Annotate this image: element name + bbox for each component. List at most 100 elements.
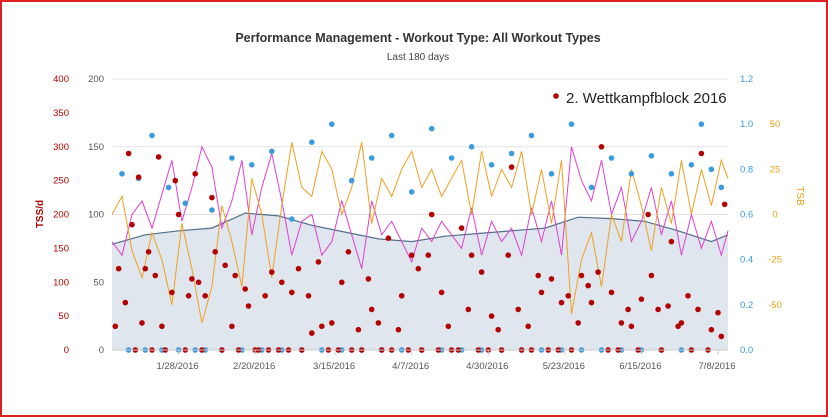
tss-tick-label: 250 xyxy=(53,176,69,187)
tss-point xyxy=(428,211,435,218)
if-point xyxy=(388,132,395,139)
if-point xyxy=(408,189,415,195)
if-tick-label: 1.0 xyxy=(740,119,753,130)
tss-point xyxy=(508,164,515,170)
tss-point xyxy=(315,259,322,265)
tsb-axis-label: TSB xyxy=(794,186,805,206)
if-point xyxy=(628,171,635,177)
tss-point xyxy=(189,276,195,282)
if-tick-label: 0.0 xyxy=(740,345,753,356)
tsb-tick-label: 0 xyxy=(772,210,777,221)
tss-point xyxy=(112,323,119,330)
tss-point xyxy=(135,174,142,180)
if-tick-label: 0.6 xyxy=(740,210,753,221)
if-point xyxy=(668,171,675,177)
tss-point xyxy=(678,320,685,326)
tss-point xyxy=(295,265,302,272)
tss-point xyxy=(202,293,208,299)
tss-point xyxy=(209,194,215,201)
chart-title: Performance Management - Workout Type: A… xyxy=(235,31,600,45)
tss-point xyxy=(608,289,615,296)
tss-point xyxy=(185,293,192,299)
if-point xyxy=(448,155,455,161)
if-tick-label: 0.4 xyxy=(740,255,753,266)
x-tick-label: 6/15/2016 xyxy=(619,361,661,372)
tss-point xyxy=(548,276,555,282)
atl-line xyxy=(111,145,729,269)
tss-point xyxy=(578,272,585,279)
tss-point xyxy=(415,265,422,272)
if-point xyxy=(468,144,475,150)
if-point xyxy=(269,148,275,155)
tss-point xyxy=(665,303,671,309)
x-tick-label: 3/15/2016 xyxy=(313,361,355,372)
tss-point xyxy=(125,150,132,157)
tss-point xyxy=(655,306,661,313)
tss-point xyxy=(339,279,345,286)
main-tick-label: 100 xyxy=(88,210,104,221)
tss-point xyxy=(595,269,601,275)
tss-point xyxy=(262,293,269,299)
tss-axis-label: TSS/d xyxy=(35,200,46,228)
if-point xyxy=(119,171,125,177)
if-point xyxy=(548,171,555,177)
if-point xyxy=(289,216,295,222)
tss-point xyxy=(398,293,405,299)
if-point xyxy=(648,153,655,159)
tss-point xyxy=(242,286,248,292)
tss-point xyxy=(718,333,725,340)
tss-tick-label: 400 xyxy=(53,74,69,85)
tss-point xyxy=(645,211,651,218)
tss-point xyxy=(538,289,545,296)
tss-point xyxy=(588,299,595,306)
chart-subtitle: Last 180 days xyxy=(387,52,449,63)
tss-point xyxy=(375,320,382,326)
if-point xyxy=(608,155,615,161)
tss-point xyxy=(122,299,129,306)
tss-point xyxy=(212,249,218,255)
tss-point xyxy=(355,326,362,333)
tss-tick-label: 100 xyxy=(53,277,69,288)
tss-point xyxy=(155,154,162,160)
tss-point xyxy=(558,299,565,306)
tss-point xyxy=(695,306,701,313)
tss-point xyxy=(488,313,495,319)
tss-point xyxy=(698,150,705,157)
tss-point xyxy=(145,249,152,255)
tsb-tick-label: -50 xyxy=(768,300,782,311)
main-tick-label: 200 xyxy=(88,74,104,85)
main-tick-label: 50 xyxy=(93,277,104,288)
if-point xyxy=(165,184,172,191)
tss-point xyxy=(535,272,541,279)
tss-point xyxy=(468,252,475,258)
if-point xyxy=(309,139,315,145)
tss-point xyxy=(245,303,252,309)
if-point xyxy=(698,121,705,127)
tss-point xyxy=(319,323,325,330)
tss-point xyxy=(152,272,159,279)
if-point xyxy=(229,155,235,161)
tss-point xyxy=(279,279,285,286)
if-point xyxy=(428,125,435,132)
tss-point xyxy=(395,326,402,333)
main-tick-label: 150 xyxy=(88,142,104,153)
tsb-line xyxy=(111,142,729,324)
tss-point xyxy=(222,262,228,269)
tss-point xyxy=(445,323,452,330)
if-point xyxy=(568,121,575,127)
tss-point xyxy=(142,265,149,272)
tss-point xyxy=(495,326,502,333)
tss-point xyxy=(438,289,445,296)
tss-point xyxy=(175,211,182,218)
tss-tick-label: 0 xyxy=(64,345,69,356)
if-point xyxy=(149,132,155,139)
if-point xyxy=(182,200,189,206)
tss-tick-label: 150 xyxy=(53,243,69,254)
tss-point xyxy=(721,201,728,208)
tsb-tick-label: 25 xyxy=(770,164,781,175)
tss-point xyxy=(385,235,392,241)
if-point xyxy=(348,177,355,184)
if-point xyxy=(209,207,215,213)
tsb-tick-label: -25 xyxy=(768,255,782,266)
tss-point xyxy=(195,279,202,286)
